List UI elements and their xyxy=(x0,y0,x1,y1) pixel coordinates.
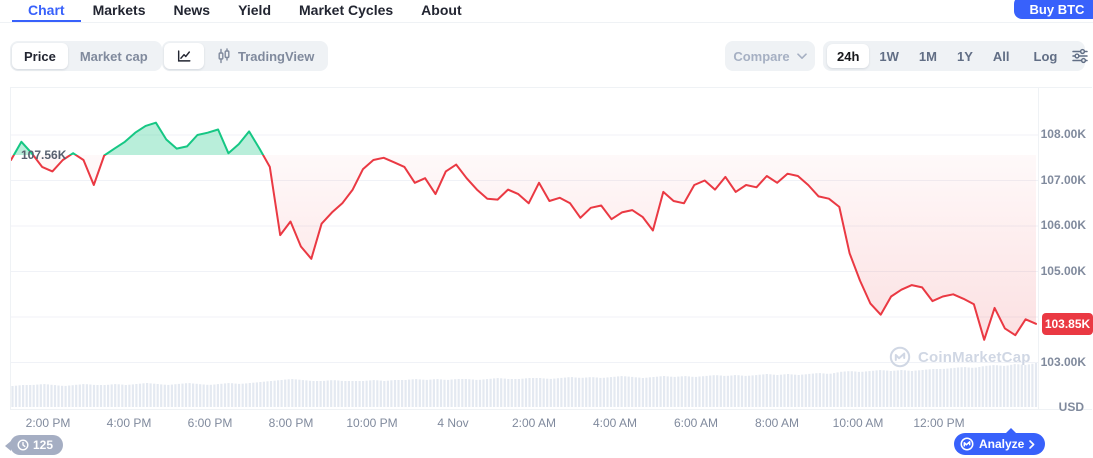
current-price-badge: 103.85K xyxy=(1042,312,1093,335)
tradingview-style-button[interactable]: TradingView xyxy=(204,43,326,69)
range-1m-button[interactable]: 1M xyxy=(918,48,937,64)
tab-market-cycles[interactable]: Market Cycles xyxy=(299,2,394,18)
price-toggle-button[interactable]: Price xyxy=(12,43,68,69)
x-axis-label: 10:00 AM xyxy=(832,416,884,430)
price-axis: USD 108.00K 107.00K 106.00K 105.00K 103.00K xyxy=(1038,88,1092,414)
metric-toggle: Price Market cap xyxy=(10,41,162,71)
clock-icon xyxy=(17,439,29,451)
sliders-icon xyxy=(1072,48,1089,64)
tab-chart[interactable]: Chart xyxy=(12,0,81,22)
candle-countdown-badge[interactable]: 125 xyxy=(4,435,64,455)
log-scale-button[interactable]: Log xyxy=(1033,48,1058,64)
analyze-label: Analyze xyxy=(979,437,1025,451)
coinmarketcap-logo-icon xyxy=(960,437,974,451)
x-axis-label: 10:00 PM xyxy=(346,416,398,430)
open-price-label: 107.56K xyxy=(21,148,67,163)
chart-settings-button[interactable] xyxy=(1071,44,1089,68)
range-24h-button[interactable]: 24h xyxy=(827,44,870,68)
line-chart-style-button[interactable] xyxy=(164,43,204,69)
analyze-button[interactable]: Analyze xyxy=(954,428,1046,455)
x-axis-label: 2:00 PM xyxy=(25,416,71,430)
compare-dropdown[interactable]: Compare xyxy=(725,41,815,71)
y-axis-label: 106.00K xyxy=(1040,218,1086,232)
x-axis-label: 8:00 AM xyxy=(754,416,800,430)
x-axis-label: 4 Nov xyxy=(437,416,469,430)
y-axis-label: 108.00K xyxy=(1040,127,1086,141)
price-chart[interactable] xyxy=(11,88,1038,409)
time-range-selector: 24h 1W 1M 1Y All Log xyxy=(823,41,1089,71)
watermark: CoinMarketCap xyxy=(889,346,1031,368)
tab-about[interactable]: About xyxy=(421,2,462,18)
tradingview-label: TradingView xyxy=(238,48,315,64)
x-axis-label: 6:00 PM xyxy=(187,416,233,430)
y-axis-label: 103.00K xyxy=(1040,354,1086,369)
coinmarketcap-logo-icon xyxy=(889,346,911,368)
candle-countdown-value: 125 xyxy=(33,438,54,452)
x-axis-label: 4:00 AM xyxy=(592,416,638,430)
line-chart-icon xyxy=(177,50,191,62)
watermark-label: CoinMarketCap xyxy=(918,348,1031,366)
y-axis-label: 107.00K xyxy=(1040,172,1086,187)
x-axis-label: 2:00 AM xyxy=(511,416,557,430)
buy-btc-button[interactable]: Buy BTC xyxy=(1014,0,1093,19)
range-all-button[interactable]: All xyxy=(992,48,1010,64)
chart-toolbar: Price Market cap TradingView C xyxy=(0,41,1093,71)
chart-style-toggle: TradingView xyxy=(162,41,329,71)
time-axis: 2:00 PM 4:00 PM 6:00 PM 8:00 PM 10:00 PM 4 No… xyxy=(10,416,1037,432)
tab-yield[interactable]: Yield xyxy=(238,2,271,18)
range-1y-button[interactable]: 1Y xyxy=(956,48,973,64)
coin-page-nav: Chart Markets News Yield Market Cycles A… xyxy=(0,0,1093,23)
x-axis-label: 4:00 PM xyxy=(106,416,152,430)
tab-markets[interactable]: Markets xyxy=(92,2,146,18)
range-1w-button[interactable]: 1W xyxy=(879,48,899,64)
y-axis-label: 105.00K xyxy=(1040,263,1086,278)
tab-news[interactable]: News xyxy=(173,2,211,18)
chevron-right-icon xyxy=(1029,439,1035,449)
axis-unit-label: USD xyxy=(1058,400,1084,414)
x-axis-label: 8:00 PM xyxy=(268,416,314,430)
compare-label: Compare xyxy=(733,48,790,64)
candlestick-icon xyxy=(218,48,230,64)
chevron-down-icon xyxy=(796,52,807,59)
price-chart-panel: USD 108.00K 107.00K 106.00K 105.00K 103.00K … xyxy=(10,87,1093,414)
market-cap-toggle-button[interactable]: Market cap xyxy=(79,48,148,64)
x-axis-label: 12:00 PM xyxy=(913,416,965,430)
x-axis-label: 6:00 AM xyxy=(673,416,719,430)
